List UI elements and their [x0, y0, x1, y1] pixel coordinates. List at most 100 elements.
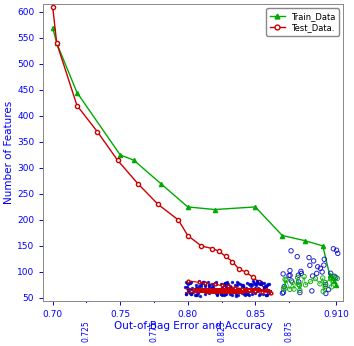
Test_Data.	[55, 41, 59, 45]
Point	[198, 281, 204, 287]
Point	[323, 282, 329, 287]
Point	[329, 275, 334, 280]
Point	[186, 290, 192, 295]
Point	[289, 278, 294, 284]
Point	[263, 292, 269, 298]
Point	[328, 276, 333, 282]
Point	[197, 287, 202, 293]
Point	[280, 271, 286, 277]
Test_Data.	[257, 280, 262, 284]
Point	[233, 293, 239, 299]
Point	[298, 271, 304, 276]
Point	[193, 293, 198, 298]
Point	[308, 279, 313, 284]
Point	[287, 273, 293, 278]
Point	[282, 276, 288, 282]
Point	[239, 290, 245, 295]
Point	[228, 285, 233, 291]
Train_Data	[159, 181, 163, 185]
Point	[301, 274, 307, 279]
Point	[184, 284, 190, 290]
Point	[250, 279, 256, 284]
Point	[267, 281, 272, 286]
Point	[297, 290, 303, 295]
Point	[198, 283, 204, 289]
Point	[239, 282, 245, 287]
Point	[206, 282, 212, 287]
Point	[223, 284, 229, 290]
Point	[263, 283, 269, 289]
Point	[228, 284, 233, 290]
Test_Data.	[237, 267, 241, 271]
Point	[240, 282, 246, 288]
Point	[244, 285, 249, 291]
Point	[334, 247, 339, 253]
Point	[194, 292, 199, 298]
Point	[266, 289, 271, 294]
Point	[218, 290, 224, 295]
Point	[221, 292, 227, 298]
Point	[219, 292, 225, 298]
Point	[182, 285, 188, 290]
Point	[218, 281, 224, 286]
Point	[205, 280, 211, 285]
Point	[196, 283, 202, 289]
Point	[261, 284, 267, 290]
Point	[202, 284, 208, 289]
Text: 0.875: 0.875	[285, 320, 293, 342]
Point	[187, 280, 193, 285]
Point	[188, 286, 194, 292]
Point	[190, 289, 196, 294]
Point	[287, 268, 293, 273]
Test_Data.	[244, 270, 248, 274]
Point	[237, 282, 243, 287]
Point	[310, 273, 315, 279]
Point	[265, 281, 270, 286]
Train_Data	[327, 272, 332, 276]
Point	[251, 289, 257, 294]
Test_Data.	[176, 218, 181, 222]
Point	[335, 251, 341, 256]
Point	[321, 256, 327, 262]
Point	[332, 273, 337, 279]
Point	[290, 280, 295, 285]
Point	[311, 258, 316, 264]
Point	[206, 290, 212, 296]
Point	[213, 279, 219, 285]
Test_Data.	[185, 234, 190, 238]
Text: 0.775: 0.775	[149, 320, 159, 342]
Point	[287, 286, 293, 292]
Point	[329, 284, 334, 290]
Train_Data	[185, 205, 190, 209]
Point	[213, 290, 219, 295]
Point	[281, 290, 286, 295]
X-axis label: Out-of-Bag Error and Accuracy: Out-of-Bag Error and Accuracy	[114, 321, 273, 331]
Point	[281, 284, 287, 289]
Test_Data.	[210, 246, 214, 251]
Point	[261, 280, 267, 286]
Point	[253, 282, 259, 288]
Point	[319, 269, 325, 275]
Point	[195, 291, 201, 296]
Point	[220, 282, 226, 288]
Point	[296, 279, 302, 285]
Point	[230, 279, 235, 285]
Point	[320, 275, 326, 281]
Point	[199, 280, 205, 286]
Point	[333, 275, 339, 280]
Point	[223, 286, 229, 292]
Point	[214, 292, 220, 297]
Point	[221, 288, 227, 293]
Point	[262, 283, 268, 289]
Point	[242, 292, 248, 298]
Point	[321, 262, 327, 268]
Point	[219, 282, 225, 287]
Train_Data	[321, 244, 325, 248]
Point	[261, 285, 267, 291]
Point	[250, 289, 255, 294]
Point	[318, 265, 323, 271]
Point	[263, 284, 268, 289]
Point	[313, 276, 318, 281]
Point	[322, 280, 328, 285]
Point	[240, 283, 246, 289]
